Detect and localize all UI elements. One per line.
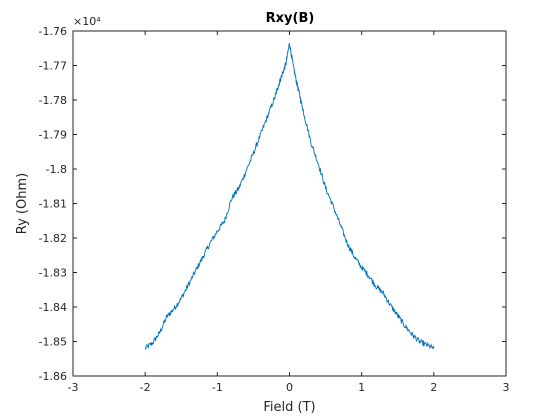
x-axis-label: Field (T) <box>263 400 315 415</box>
y-tick-label: -1.8 <box>46 163 67 176</box>
x-tick-label: 2 <box>430 381 437 394</box>
x-tick-label: 1 <box>358 381 365 394</box>
x-tick-label: -3 <box>68 381 79 394</box>
y-axis-label: Ry (Ohm) <box>15 173 30 234</box>
x-tick-label: 0 <box>286 381 293 394</box>
y-tick-label: -1.86 <box>39 370 67 383</box>
x-tick-label: -1 <box>212 381 223 394</box>
ticks-group: -3 -2 -1 0 1 2 3 -1.76 -1.77 -1.78 -1.79 -1.8 -1.81 -… <box>39 25 510 394</box>
y-tick-label: -1.84 <box>39 301 67 314</box>
y-exponent-label: ×10⁴ <box>73 15 101 28</box>
axes-box <box>72 30 507 377</box>
y-tick-label: -1.83 <box>39 267 67 280</box>
y-tick-label: -1.85 <box>39 336 67 349</box>
plot-area <box>73 31 506 376</box>
y-tick-label: -1.76 <box>39 25 67 38</box>
y-tick-label: -1.78 <box>39 94 67 107</box>
x-tick-label: -2 <box>140 381 151 394</box>
y-tick-label: -1.77 <box>39 60 67 73</box>
y-tick-label: -1.82 <box>39 232 67 245</box>
series-group <box>144 42 435 350</box>
chart-title: Rxy(B) <box>266 11 315 26</box>
x-tick-label: 3 <box>503 381 510 394</box>
y-tick-label: -1.81 <box>39 198 67 211</box>
series-line <box>144 42 435 350</box>
y-tick-label: -1.79 <box>39 129 67 142</box>
